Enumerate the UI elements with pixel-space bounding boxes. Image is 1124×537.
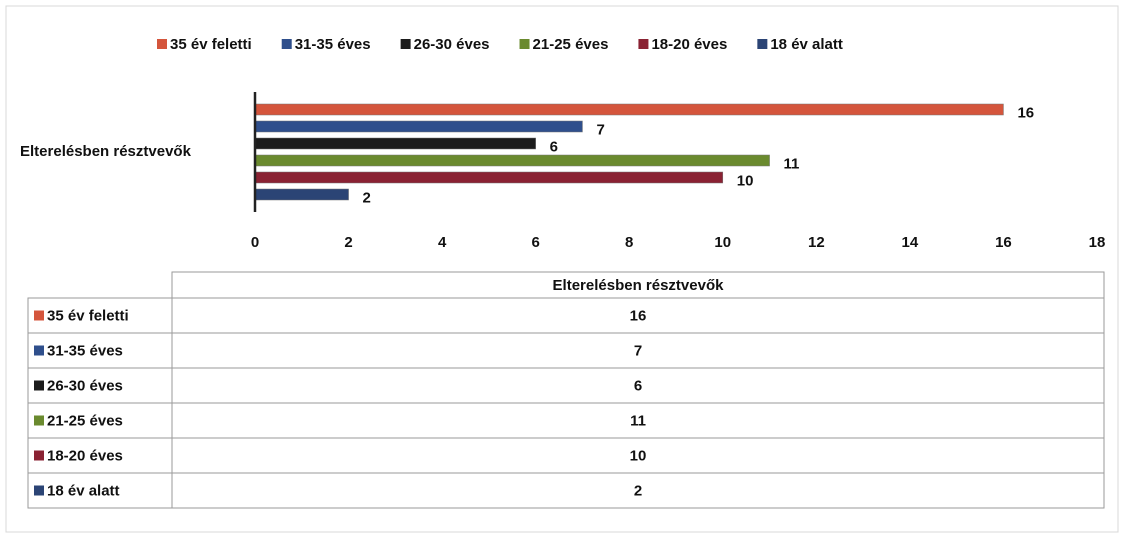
legend-swatch — [281, 39, 292, 49]
legend-label: 18 év alatt — [770, 36, 843, 53]
legend-label: 18-20 éves — [651, 36, 727, 53]
legend-label: 21-25 éves — [533, 36, 609, 53]
x-tick-label: 4 — [438, 234, 447, 251]
table-swatch — [34, 415, 44, 426]
x-tick-label: 8 — [625, 234, 633, 251]
x-tick-label: 2 — [344, 234, 352, 251]
data-label: 7 — [596, 121, 604, 138]
legend: 35 év feletti 31-35 éves 26-30 éves 21-25 é… — [157, 36, 843, 53]
table-value: 10 — [630, 447, 647, 464]
data-label: 6 — [550, 138, 558, 155]
bar — [254, 188, 349, 201]
table-swatch — [34, 485, 44, 496]
bar — [254, 171, 724, 184]
x-tick-label: 16 — [995, 234, 1012, 251]
table-cell — [171, 472, 1105, 509]
table-value: 2 — [634, 482, 642, 499]
table-row-label: 18 év alatt — [47, 482, 120, 499]
data-label: 16 — [1017, 104, 1034, 121]
table-value: 11 — [630, 412, 646, 429]
table-row-label: 35 év feletti — [47, 307, 129, 324]
frame — [5, 5, 1119, 533]
data-label: 11 — [784, 155, 800, 172]
legend-label: 31-35 éves — [295, 36, 371, 53]
table-row-label: 18-20 éves — [47, 447, 123, 464]
bar — [254, 137, 536, 150]
bar — [254, 154, 770, 167]
legend-label: 35 év feletti — [170, 36, 252, 53]
legend-swatch — [519, 39, 530, 49]
x-tick-label: 12 — [808, 234, 825, 251]
category-label: Elterelésben résztvevők — [20, 143, 192, 160]
table-row-label: 26-30 éves — [47, 377, 123, 394]
data-table: Elterelésben résztvevők 35 év feletti 16 31… — [27, 271, 1105, 509]
table-row-label: 31-35 éves — [47, 342, 123, 359]
table-row-label: 21-25 éves — [47, 412, 123, 429]
bar — [254, 120, 583, 133]
table-swatch — [34, 310, 44, 321]
legend-swatch — [757, 39, 768, 49]
legend-swatch — [400, 39, 411, 49]
legend-label: 26-30 éves — [414, 36, 490, 53]
table-swatch — [34, 380, 44, 391]
table-header: Elterelésben résztvevők — [553, 277, 725, 294]
table-value: 16 — [630, 307, 647, 324]
table-swatch — [34, 450, 44, 461]
plot-area: 0 2 4 6 8 10 12 14 16 18 16 7 6 11 10 2 — [251, 92, 1106, 251]
table-value: 6 — [634, 377, 642, 394]
x-tick-label: 14 — [902, 234, 919, 251]
legend-swatch — [638, 39, 649, 49]
table-swatch — [34, 345, 44, 356]
x-tick-label: 18 — [1089, 234, 1106, 251]
legend-swatch — [157, 39, 167, 49]
x-tick-label: 0 — [251, 234, 259, 251]
x-tick-label: 10 — [714, 234, 731, 251]
table-value: 7 — [634, 342, 642, 359]
x-tick-label: 6 — [531, 234, 539, 251]
data-label: 10 — [737, 172, 754, 189]
bar — [254, 103, 1004, 116]
data-label: 2 — [363, 189, 371, 206]
